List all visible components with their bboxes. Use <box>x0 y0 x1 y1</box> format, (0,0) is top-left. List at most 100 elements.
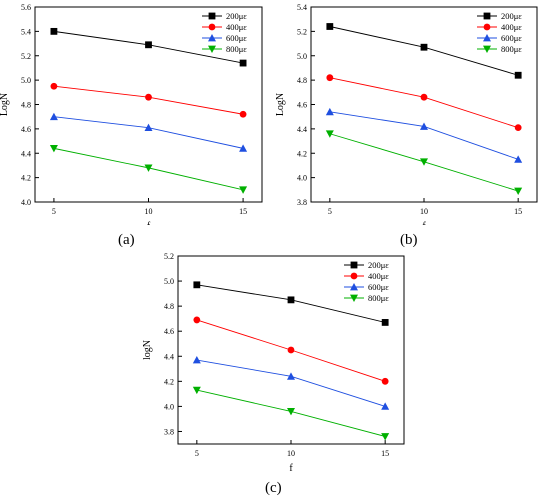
series-3 <box>325 107 523 163</box>
x-axis-label: f <box>289 463 293 474</box>
data-point <box>381 319 389 326</box>
data-point <box>381 402 390 410</box>
data-point <box>239 110 247 118</box>
legend-label: 400με <box>501 22 522 32</box>
data-point <box>514 155 523 163</box>
plot-group-1: 3.8 4.0 4.2 4.4 4.6 4.8 5.0 5.2 5.4 5 10 15 f LogN 200… <box>275 3 538 225</box>
legend-marker <box>350 294 358 302</box>
caption-c: (c) <box>265 480 282 496</box>
x-tick-label: 5 <box>52 207 56 216</box>
legend-marker <box>208 34 216 42</box>
chart-a: 4.0 4.2 4.4 4.6 4.8 5.0 5.2 5.4 5.6 5 10 15 f LogN 200… <box>0 3 263 225</box>
x-tick-label: 10 <box>145 207 153 216</box>
series-line <box>196 284 386 323</box>
series-3 <box>49 112 248 152</box>
data-point <box>514 124 522 132</box>
legend-label: 800με <box>226 44 247 54</box>
series-1 <box>326 23 522 79</box>
data-point <box>420 158 428 166</box>
y-tick-label: 4.4 <box>297 125 307 134</box>
data-point <box>325 130 334 138</box>
data-point <box>420 93 428 101</box>
data-point <box>287 346 295 354</box>
data-point <box>326 23 334 30</box>
data-point <box>192 356 201 364</box>
data-point <box>192 386 201 395</box>
plot-group-0: 4.0 4.2 4.4 4.6 4.8 5.0 5.2 5.4 5.6 5 10 15 f LogN 200… <box>0 3 263 225</box>
y-tick-label: 4.2 <box>21 174 31 183</box>
legend-marker <box>483 12 491 20</box>
data-point <box>50 27 58 35</box>
legend-label: 400με <box>368 271 389 281</box>
legend-marker <box>208 12 216 20</box>
x-axis-label: f <box>147 221 151 225</box>
legend-marker <box>483 23 491 31</box>
y-tick-label: 4.8 <box>297 76 307 85</box>
legend-marker <box>350 283 358 291</box>
data-point <box>514 71 522 79</box>
y-tick-label: 4.0 <box>164 402 174 411</box>
legend-label: 600με <box>501 33 522 43</box>
series-4 <box>325 130 523 196</box>
y-tick-label: 4.4 <box>21 149 31 158</box>
data-point <box>144 123 153 132</box>
data-point <box>381 377 389 385</box>
data-point <box>50 82 58 90</box>
y-tick-label: 4.6 <box>164 327 174 336</box>
y-axis-label: LogN <box>0 93 10 116</box>
y-tick-label: 4.0 <box>21 198 31 207</box>
y-tick-label: 4.0 <box>297 174 307 183</box>
plot-group-2: 3.8 4.0 4.2 4.4 4.6 4.8 5.0 5.2 5 10 15 f logN 200με4… <box>142 252 405 474</box>
data-point <box>325 107 334 116</box>
legend-marker <box>483 34 491 42</box>
y-tick-label: 3.8 <box>297 198 307 207</box>
y-tick-label: 5.2 <box>297 27 307 36</box>
y-tick-label: 5.4 <box>297 3 307 12</box>
y-tick-label: 4.4 <box>164 352 174 361</box>
chart-c: 3.8 4.0 4.2 4.4 4.6 4.8 5.0 5.2 5 10 15 f logN 200με4… <box>142 252 405 474</box>
y-axis-label: LogN <box>275 93 286 116</box>
y-tick-label: 5.6 <box>21 3 31 12</box>
legend-label: 200με <box>226 11 247 21</box>
y-tick-label: 4.2 <box>164 377 174 386</box>
series-line <box>329 77 519 129</box>
data-point <box>287 408 295 416</box>
x-tick-label: 15 <box>381 449 389 458</box>
y-tick-label: 4.8 <box>21 101 31 110</box>
series-line <box>329 26 519 76</box>
series-1 <box>50 27 247 67</box>
y-tick-label: 4.2 <box>297 149 307 158</box>
y-tick-label: 3.8 <box>164 427 174 436</box>
data-point <box>145 41 152 49</box>
data-point <box>144 164 153 172</box>
series-4 <box>192 386 390 441</box>
x-tick-label: 15 <box>239 207 247 216</box>
legend-marker <box>483 45 491 53</box>
data-point <box>239 186 248 194</box>
data-point <box>326 74 334 82</box>
data-point <box>514 187 523 196</box>
x-tick-label: 15 <box>514 207 522 216</box>
legend-marker <box>208 23 216 31</box>
y-tick-label: 5.0 <box>21 76 31 85</box>
caption-a: (a) <box>118 232 135 248</box>
x-tick-label: 5 <box>195 449 199 458</box>
x-tick-label: 10 <box>287 449 295 458</box>
data-point <box>49 112 58 121</box>
y-tick-label: 5.0 <box>297 52 307 61</box>
data-point <box>145 93 152 101</box>
legend-label: 200με <box>368 260 389 270</box>
y-tick-label: 5.4 <box>21 27 31 36</box>
y-tick-label: 4.6 <box>297 101 307 110</box>
legend-label: 400με <box>226 22 247 32</box>
y-tick-label: 4.6 <box>21 125 31 134</box>
series-3 <box>192 356 390 410</box>
series-1 <box>193 281 389 326</box>
data-point <box>49 144 58 153</box>
series-2 <box>50 82 247 118</box>
data-point <box>239 144 248 152</box>
series-line <box>53 116 244 149</box>
series-2 <box>326 74 522 132</box>
